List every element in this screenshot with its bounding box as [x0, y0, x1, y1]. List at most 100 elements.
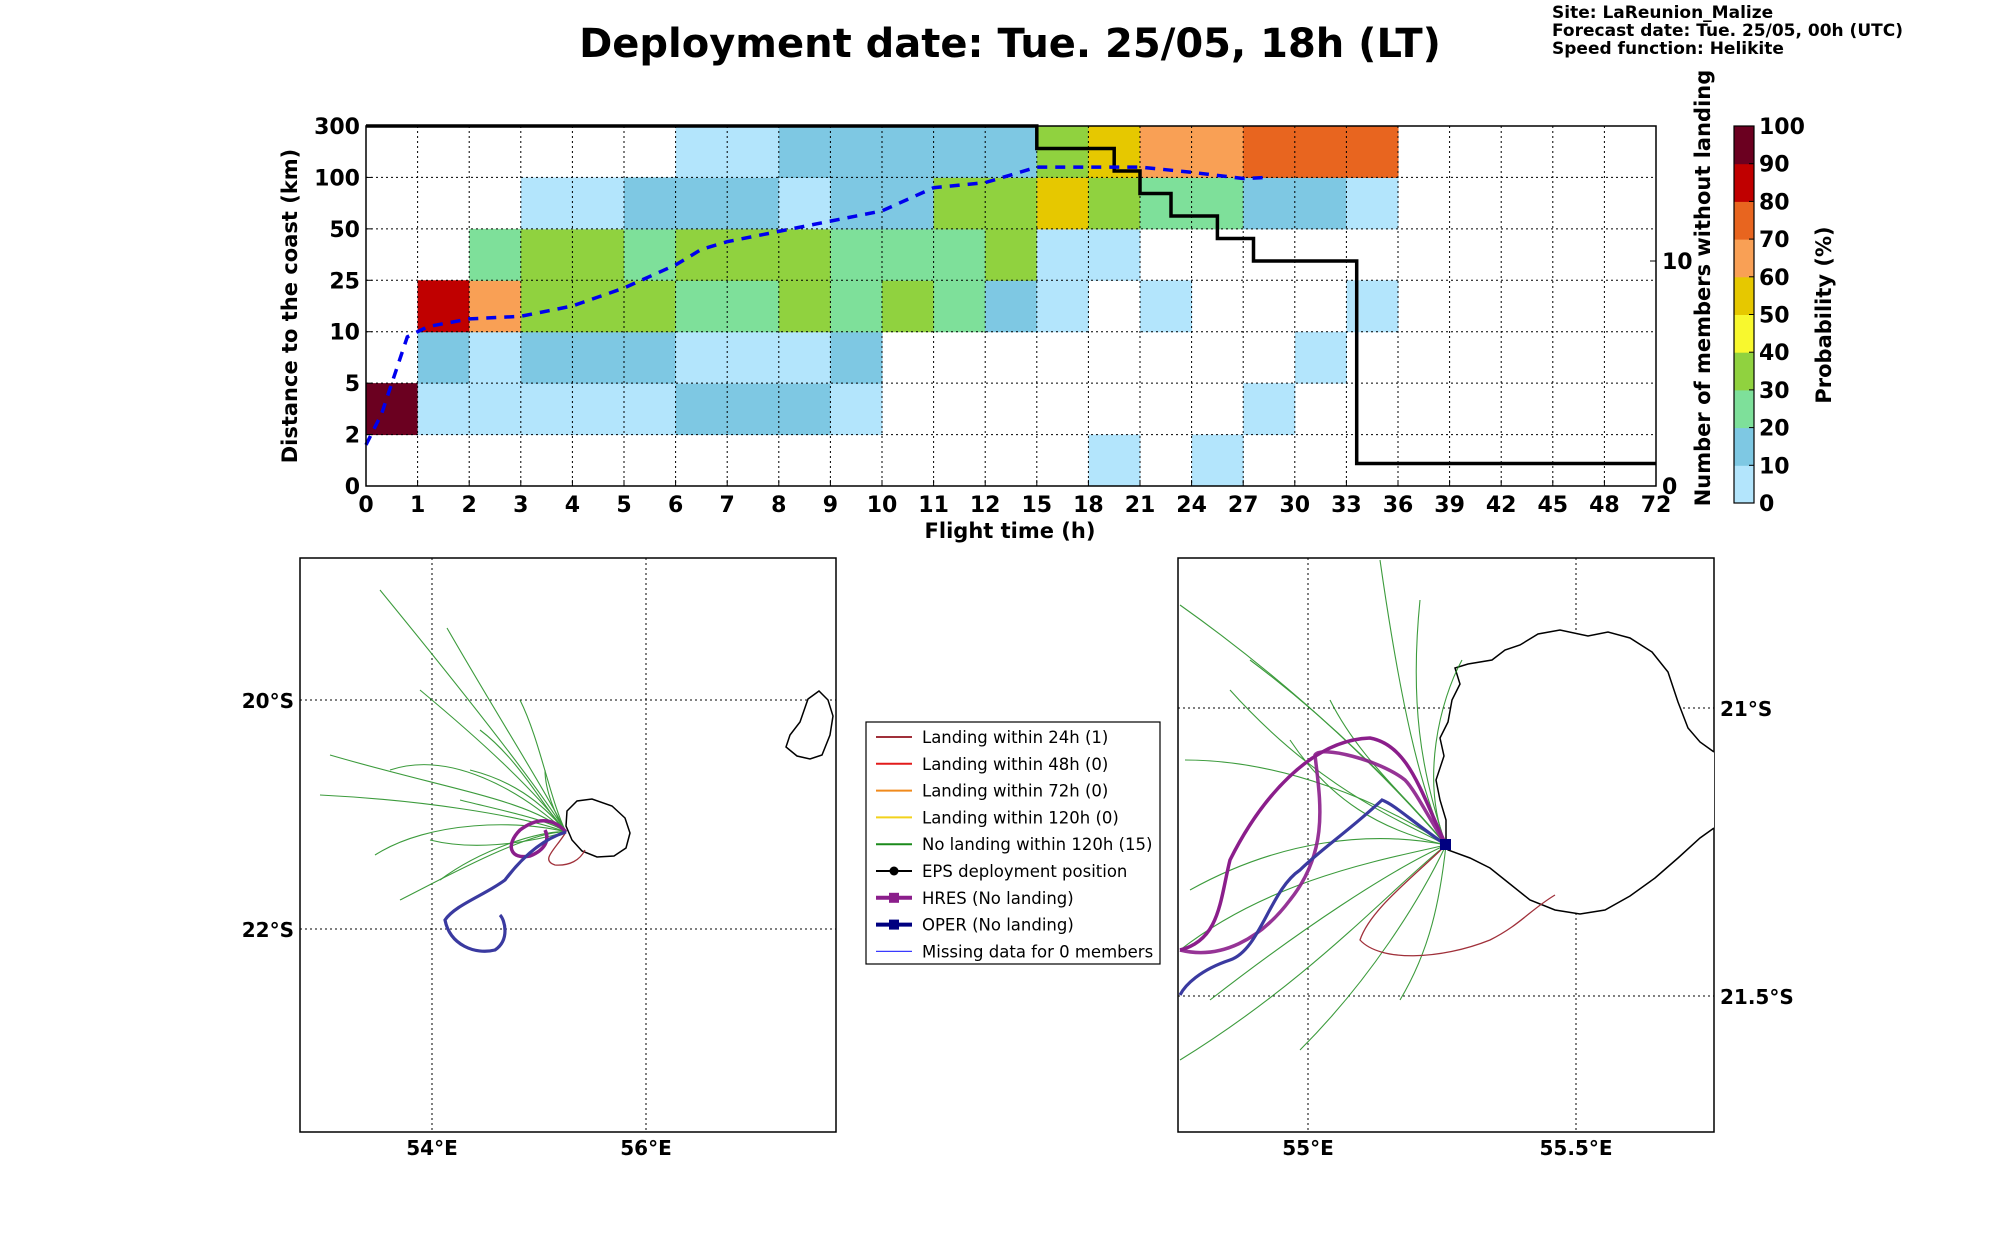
- heatmap-cell: [1243, 126, 1296, 178]
- map-left-hres-track: [509, 819, 568, 859]
- y-tick-label: 50: [329, 218, 360, 243]
- legend-label: Landing within 120h (0): [922, 808, 1119, 827]
- heatmap-cell: [933, 228, 986, 281]
- colorbar-label: Probability (%): [1812, 226, 1836, 403]
- heatmap-cell: [1243, 383, 1296, 436]
- heatmap-cell: [675, 383, 728, 436]
- colorbar-segment: [1734, 314, 1754, 353]
- legend-marker: [889, 919, 899, 930]
- heatmap-cell: [1294, 126, 1347, 178]
- x-tick-label: 42: [1486, 493, 1517, 518]
- heatmap-cell: [985, 177, 1038, 230]
- heatmap-cell: [520, 177, 573, 230]
- colorbar-segment: [1734, 201, 1754, 240]
- heatmap-cell: [727, 383, 780, 436]
- heatmap-cell: [1294, 331, 1347, 384]
- map-left-ensemble-tracks: [319, 589, 567, 901]
- heatmap-cell: [1036, 177, 1089, 230]
- heatmap-cell: [778, 331, 831, 384]
- x-tick-label: 27: [1228, 493, 1259, 518]
- x-tick-label: 33: [1331, 493, 1362, 518]
- heatmap-cell: [727, 126, 780, 178]
- heatmap-cell: [1036, 126, 1089, 178]
- reunion-island-outline: [565, 798, 631, 858]
- colorbar-segment: [1734, 276, 1754, 315]
- map-right-hres-track: [1179, 736, 1448, 952]
- heatmap-cell: [1088, 228, 1141, 281]
- mauritius-island-outline: [785, 690, 834, 760]
- y-axis-label: Distance to the coast (km): [278, 149, 302, 464]
- legend: Landing within 24h (1) Landing within 48h…: [865, 721, 1161, 965]
- x-tick-label: 21: [1125, 493, 1156, 518]
- legend-marker: [889, 892, 899, 903]
- map-left-oper-track: [443, 830, 567, 953]
- y-tick-label: 100: [314, 166, 360, 191]
- heatmap-cell: [675, 331, 728, 384]
- colorbar-tick-label: 40: [1759, 341, 1790, 366]
- heatmap-cell: [830, 331, 883, 384]
- x-tick-label: 2: [462, 493, 477, 518]
- y-tick-label: 300: [314, 115, 360, 140]
- x-tick-label: 45: [1537, 493, 1568, 518]
- heatmap-cell: [727, 177, 780, 230]
- heatmap-cell: [624, 383, 677, 436]
- map-right-oper-track: [1178, 798, 1447, 996]
- x-tick-label: 18: [1073, 493, 1104, 518]
- heatmap-cell: [624, 228, 677, 281]
- legend-label: No landing within 120h (15): [922, 835, 1152, 854]
- heatmap-cell: [933, 280, 986, 333]
- heatmap-chart: 0 1 2 3 4 5 6 7 8 9 10 11 12 15 18 21 24 27 30 33 36 39 42 45 48…: [278, 70, 1715, 543]
- colorbar-tick-label: 60: [1759, 266, 1790, 291]
- right-tick-label: 10: [1662, 250, 1693, 275]
- x-tick-label: 8: [771, 493, 786, 518]
- legend-marker: [889, 866, 899, 876]
- colorbar-tick-label: 30: [1759, 379, 1790, 404]
- colorbar-segment: [1734, 239, 1754, 278]
- heatmap-cell: [882, 228, 935, 281]
- y-tick-label: 5: [345, 372, 360, 397]
- heatmap-cell: [469, 331, 522, 384]
- y-tick-label: 25: [329, 269, 360, 294]
- colorbar-tick-label: 50: [1759, 304, 1790, 329]
- legend-label: Landing within 24h (1): [922, 728, 1108, 747]
- colorbar-tick-label: 0: [1759, 492, 1774, 517]
- heatmap-cell: [985, 280, 1038, 333]
- x-tick-label: 0: [358, 493, 373, 518]
- heatmap-cell: [520, 331, 573, 384]
- heatmap-cell: [1346, 280, 1399, 333]
- legend-frame: [865, 721, 1161, 965]
- y-tick-label: 2: [345, 424, 360, 449]
- legend-label: EPS deployment position: [922, 862, 1127, 881]
- heatmap-cell: [675, 177, 728, 230]
- x-tick-labels: 0 1 2 3 4 5 6 7 8 9 10 11 12 15 18 21 24 27 30 33 36 39 42 45 48…: [358, 480, 1671, 518]
- deployment-position-marker: [1440, 839, 1451, 850]
- heatmap-cell: [778, 383, 831, 436]
- map-right-lon-label: 55.5°E: [1539, 1136, 1612, 1160]
- colorbar-segment: [1734, 126, 1754, 165]
- heatmap-cell: [675, 126, 728, 178]
- colorbar-tick-labels: 0 10 20 30 40 50 60 70 80 90 100: [1749, 115, 1805, 517]
- map-right-lat-label: 21°S: [1720, 697, 1772, 721]
- x-tick-label: 9: [823, 493, 838, 518]
- heatmap-cell: [778, 228, 831, 281]
- x-tick-label: 24: [1176, 493, 1207, 518]
- x-axis-label: Flight time (h): [925, 519, 1096, 543]
- colorbar-tick-label: 80: [1759, 190, 1790, 215]
- median-distance-line: [364, 165, 1270, 446]
- colorbar-tick-label: 70: [1759, 228, 1790, 253]
- members-without-landing-line: [366, 124, 1656, 466]
- heatmap-cell: [1346, 177, 1399, 230]
- heatmap-cell: [572, 177, 625, 230]
- speed-info: Speed function: Helikite: [1552, 39, 1784, 59]
- heatmap-cell: [1191, 434, 1244, 487]
- legend-label: Landing within 48h (0): [922, 755, 1108, 774]
- heatmap-cell: [830, 126, 883, 178]
- right-axis-label: Number of members without landing: [1691, 70, 1715, 507]
- heatmap-cell: [520, 228, 573, 281]
- heatmap-cell: [417, 280, 470, 333]
- heatmap-cell: [830, 280, 883, 333]
- map-right-ensemble-tracks: [1179, 559, 1463, 1061]
- colorbar-tick-label: 20: [1759, 417, 1790, 442]
- heatmap-cell: [727, 228, 780, 281]
- heatmap-cell: [572, 383, 625, 436]
